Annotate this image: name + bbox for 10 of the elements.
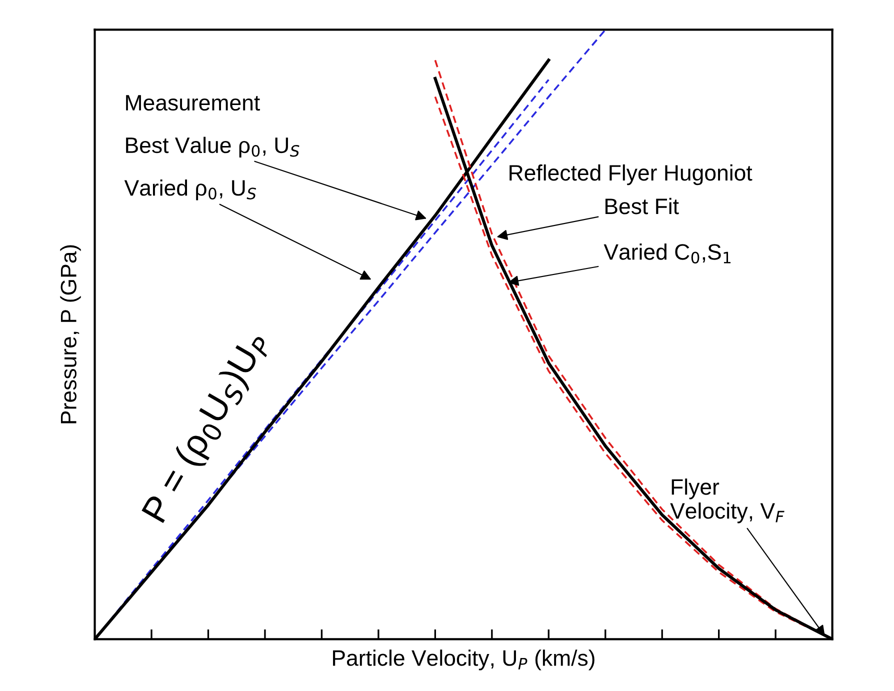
annotation: Best Fit: [605, 198, 679, 214]
annotation: Measurement: [126, 95, 260, 111]
annotation: Best Value ρ$_{0}$, U$_{S}$: [126, 136, 300, 158]
annotation: Reflected Flyer Hugoniot: [510, 164, 752, 186]
annotation: Varied C$_{0}$,S$_{1}$: [604, 244, 731, 264]
y-axis-title: Pressure, P (GPa): [60, 245, 81, 424]
annotation: Varied ρ$_{0}$, U$_{S}$: [124, 179, 256, 200]
annotation: Flyer Velocity, V$_{F}$: [670, 478, 784, 524]
annotation: P = (ρ$_{0}$U$_{S}$)U$_{P}$: [140, 328, 274, 527]
x-axis-title: Particle Velocity, U$_{P}$ (km/s): [333, 650, 594, 670]
